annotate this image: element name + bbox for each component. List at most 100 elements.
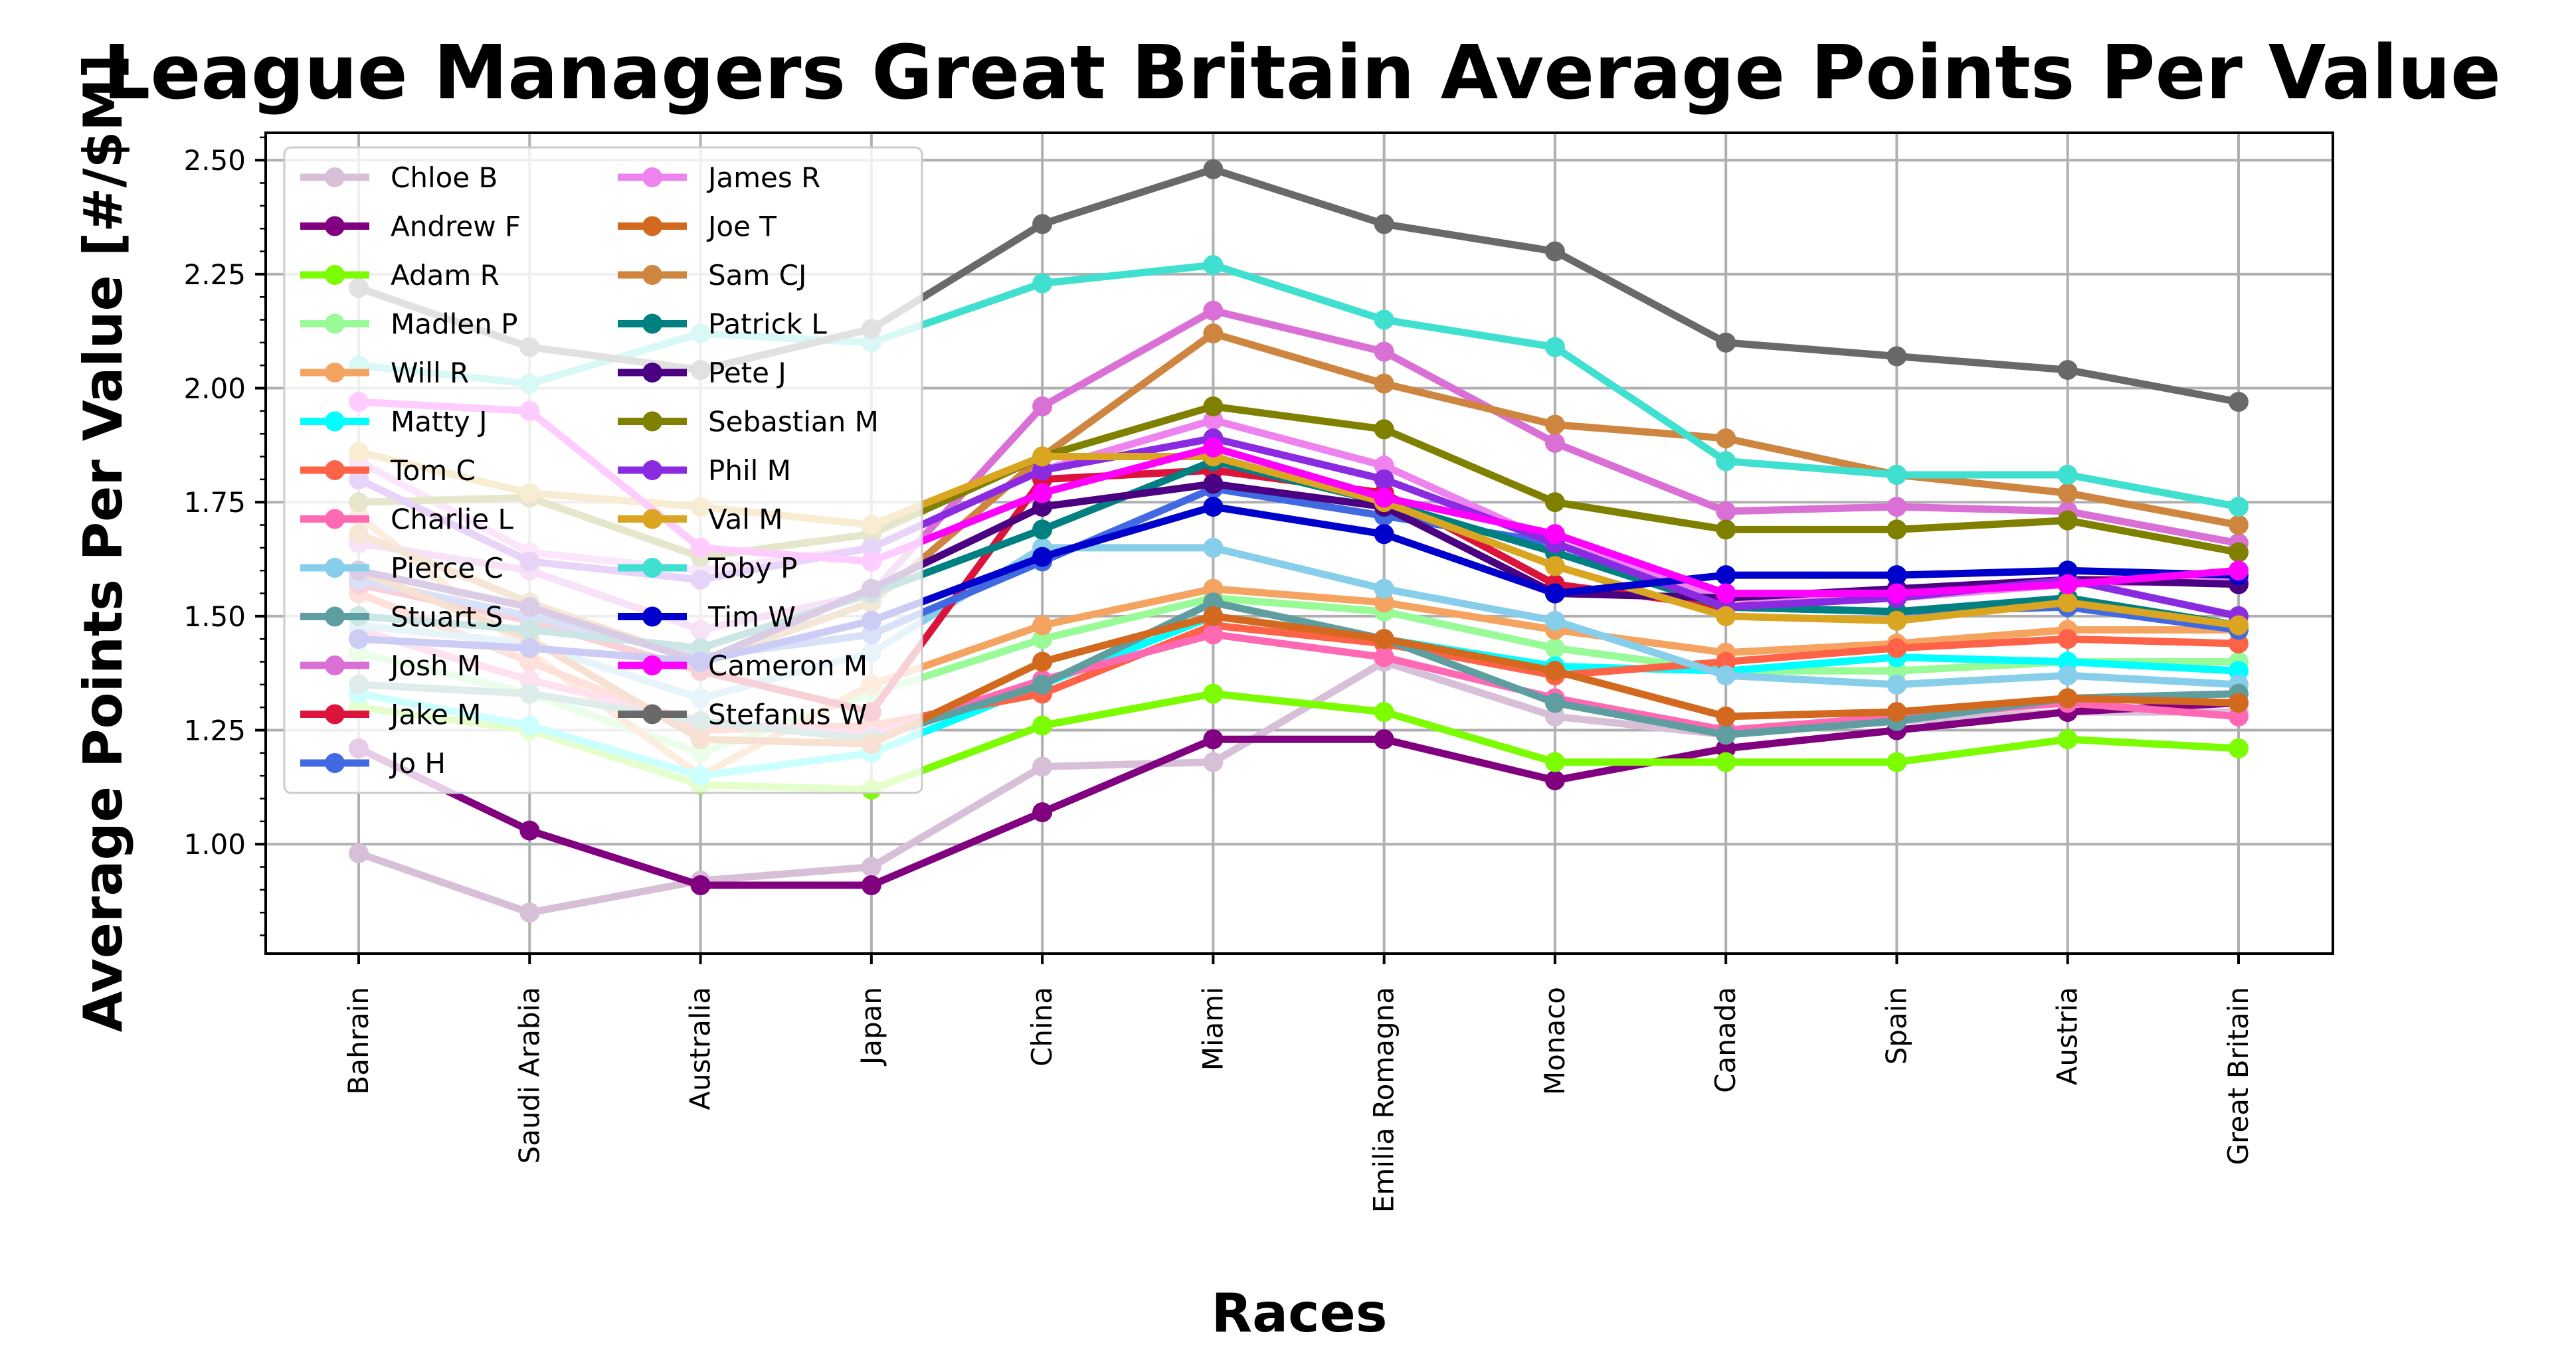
data-point — [2229, 634, 2249, 654]
legend-swatch-marker — [325, 363, 345, 383]
data-point — [519, 820, 540, 841]
legend-item: Tim W — [618, 601, 796, 634]
data-point — [1032, 715, 1053, 736]
legend-label: Jake M — [389, 699, 481, 731]
legend-label: Adam R — [391, 259, 500, 292]
legend-label: Madlen P — [391, 308, 517, 341]
x-tick-label: Spain — [1880, 987, 1912, 1065]
data-point — [1544, 432, 1565, 453]
data-point — [1716, 738, 1736, 758]
data-point — [1544, 492, 1565, 513]
data-point — [1374, 524, 1394, 545]
data-point — [349, 843, 369, 863]
legend-item: Andrew F — [300, 211, 521, 243]
data-point — [1032, 446, 1053, 467]
data-point — [2057, 729, 2078, 750]
data-point — [2229, 515, 2249, 535]
data-point — [1374, 487, 1394, 508]
data-point — [1203, 396, 1224, 416]
data-point — [2057, 665, 2078, 686]
legend-swatch-marker — [325, 753, 345, 773]
x-tick-label: Australia — [684, 987, 717, 1110]
data-point — [1544, 693, 1565, 713]
data-point — [1716, 451, 1736, 471]
data-point — [1374, 729, 1394, 750]
data-point — [1374, 214, 1394, 234]
data-point — [1203, 578, 1224, 599]
data-point — [2229, 693, 2249, 713]
data-point — [1716, 501, 1736, 521]
data-point — [1716, 565, 1736, 586]
data-point — [1886, 702, 1907, 723]
data-point — [1032, 756, 1053, 777]
legend-swatch-marker — [642, 313, 662, 334]
legend-item: Chloe B — [300, 161, 498, 194]
data-point — [861, 857, 881, 877]
data-point — [1032, 547, 1053, 567]
legend-label: Josh M — [389, 649, 481, 682]
legend-item: Joe T — [618, 211, 777, 243]
legend-item: Phil M — [618, 454, 791, 487]
legend-label: Sebastian M — [708, 406, 879, 438]
data-point — [1886, 583, 1907, 604]
legend-item: Will R — [300, 357, 469, 389]
chart-title: League Managers Great Britain Average Po… — [103, 30, 2501, 116]
legend-label: Andrew F — [391, 211, 521, 243]
legend-swatch-marker — [642, 411, 662, 432]
data-point — [1374, 341, 1394, 362]
legend: Chloe B Andrew F Adam R Madlen P Will R Matty… — [283, 146, 923, 794]
legend-item: Josh M — [300, 649, 481, 682]
data-point — [1544, 770, 1565, 791]
legend-item: Pete J — [618, 357, 786, 389]
legend-label: Chloe B — [391, 161, 498, 194]
data-point — [1544, 752, 1565, 772]
data-point — [1544, 610, 1565, 631]
x-tick-label: Saudi Arabia — [513, 987, 545, 1164]
legend-label: Stuart S — [391, 601, 503, 634]
legend-swatch-marker — [642, 216, 662, 236]
data-point — [1032, 396, 1053, 416]
data-point — [1886, 497, 1907, 517]
data-point — [1374, 469, 1394, 489]
data-point — [1886, 638, 1907, 658]
data-point — [1374, 456, 1394, 476]
data-point — [1886, 752, 1907, 772]
x-tick-label: Japan — [855, 987, 887, 1067]
data-point — [1374, 373, 1394, 394]
data-point — [2229, 706, 2249, 727]
data-point — [2057, 510, 2078, 531]
legend-label: Stefanus W — [708, 699, 868, 731]
data-point — [1886, 674, 1907, 695]
data-point — [2057, 688, 2078, 709]
legend-label: Val M — [708, 503, 782, 536]
data-point — [1544, 706, 1565, 727]
legend-item: Madlen P — [300, 308, 517, 341]
data-point — [1544, 661, 1565, 681]
legend-label: Tom C — [390, 454, 476, 487]
data-point — [1032, 674, 1053, 695]
data-point — [1203, 437, 1224, 458]
data-point — [1203, 752, 1224, 772]
data-point — [1886, 661, 1907, 681]
data-point — [2057, 592, 2078, 613]
x-tick-label: Canada — [1709, 987, 1742, 1093]
data-point — [1716, 651, 1736, 672]
data-point — [1544, 638, 1565, 658]
data-point — [1203, 323, 1224, 344]
data-point — [1374, 309, 1394, 330]
legend-item: Charlie L — [300, 503, 513, 536]
data-point — [1203, 592, 1224, 613]
data-point — [2057, 629, 2078, 649]
data-point — [1716, 752, 1736, 772]
x-tick-label: Great Britain — [2222, 987, 2254, 1165]
data-point — [1716, 519, 1736, 540]
legend-swatch-marker — [325, 216, 345, 236]
data-point — [1203, 255, 1224, 276]
data-point — [2229, 392, 2249, 412]
legend-swatch-marker — [642, 704, 662, 725]
data-point — [1544, 524, 1565, 545]
data-point — [1203, 159, 1224, 179]
legend-label: Matty J — [391, 406, 488, 438]
data-point — [2229, 542, 2249, 562]
data-point — [1716, 665, 1736, 686]
